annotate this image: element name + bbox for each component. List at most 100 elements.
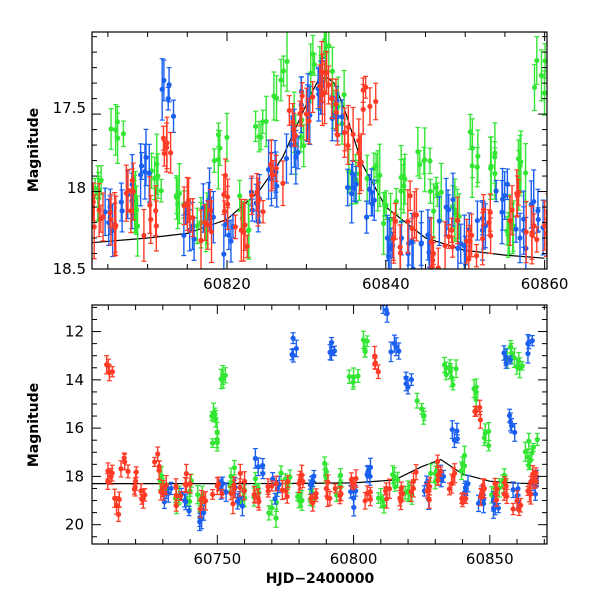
data-point <box>181 232 187 238</box>
data-point <box>488 233 494 239</box>
data-point <box>263 118 269 125</box>
data-point <box>458 241 464 247</box>
data-point <box>195 492 201 498</box>
data-point <box>254 189 260 195</box>
data-point <box>473 253 480 259</box>
data-point <box>106 370 112 376</box>
data-point <box>427 483 433 490</box>
data-point <box>414 398 420 404</box>
data-point <box>522 449 528 455</box>
data-point <box>466 256 472 262</box>
data-point <box>428 470 434 476</box>
data-point <box>398 188 404 194</box>
data-point <box>427 188 433 194</box>
data-point <box>224 194 231 200</box>
data-point <box>395 477 401 483</box>
data-point <box>363 214 370 220</box>
data-point <box>231 465 238 471</box>
data-point <box>522 170 529 176</box>
data-point <box>530 471 536 477</box>
data-point <box>435 458 441 464</box>
data-point <box>112 495 118 501</box>
data-point <box>272 496 278 502</box>
data-point <box>231 486 237 492</box>
data-point <box>201 510 207 516</box>
data-point <box>507 357 513 363</box>
data-point <box>221 208 228 214</box>
data-point <box>154 161 160 167</box>
bottom-tick-marks <box>92 305 547 544</box>
data-point <box>168 485 174 492</box>
data-point <box>504 493 510 500</box>
data-point <box>386 297 391 302</box>
data-point <box>237 470 243 477</box>
data-point <box>256 498 262 505</box>
data-point <box>219 491 225 497</box>
data-point <box>102 209 108 215</box>
data-point <box>392 218 399 224</box>
data-point <box>531 223 537 229</box>
data-point <box>493 497 500 503</box>
x-tick-label: 60820 <box>203 275 251 293</box>
data-point <box>519 363 525 369</box>
data-point <box>328 339 335 346</box>
data-point <box>534 236 540 243</box>
data-point <box>134 223 141 229</box>
data-point <box>403 375 409 381</box>
data-point <box>413 212 420 218</box>
data-point <box>449 227 455 233</box>
data-point <box>418 240 424 246</box>
data-point <box>152 175 158 182</box>
data-point <box>158 188 164 194</box>
data-point <box>121 455 127 461</box>
data-point <box>475 153 481 159</box>
data-point <box>143 154 149 161</box>
data-point <box>449 426 455 433</box>
data-point <box>320 69 326 76</box>
data-point <box>372 353 378 359</box>
y-tick-label: 14 <box>65 371 84 389</box>
data-point <box>222 372 228 378</box>
data-point <box>327 495 333 502</box>
bottom-panel: 12 14 16 18 20 60750 60800 60850 Magnitude HJD… <box>26 297 548 587</box>
data-point <box>393 344 399 350</box>
data-point <box>455 245 461 251</box>
data-point <box>407 193 413 199</box>
data-point <box>362 498 368 504</box>
data-point <box>463 485 469 492</box>
data-point <box>383 202 389 208</box>
data-point <box>515 189 522 195</box>
data-point <box>153 208 159 214</box>
data-point <box>450 382 456 388</box>
bottom-y-axis-title: Magnitude <box>26 383 42 467</box>
data-point <box>463 495 469 502</box>
data-point <box>98 177 104 183</box>
data-point <box>503 354 509 361</box>
data-point <box>123 190 129 196</box>
bottom-panel-frame <box>91 304 548 545</box>
data-point <box>360 106 366 112</box>
data-point <box>280 68 287 74</box>
data-point <box>390 236 396 242</box>
data-point <box>446 486 453 492</box>
data-point <box>148 216 154 223</box>
data-point <box>138 163 145 169</box>
data-point <box>183 482 189 488</box>
data-point <box>337 472 344 478</box>
data-point <box>518 502 524 508</box>
data-point <box>493 188 499 194</box>
data-point <box>542 223 547 229</box>
data-point <box>290 119 296 125</box>
data-point <box>532 491 538 497</box>
data-point <box>293 345 299 352</box>
data-point <box>490 505 497 511</box>
data-point <box>535 208 541 214</box>
data-point <box>142 169 148 175</box>
data-point <box>506 413 513 419</box>
data-point <box>538 72 545 78</box>
data-point <box>373 98 379 105</box>
data-point <box>334 132 341 138</box>
data-point <box>426 497 432 503</box>
data-point <box>473 384 479 390</box>
data-point <box>176 191 182 197</box>
